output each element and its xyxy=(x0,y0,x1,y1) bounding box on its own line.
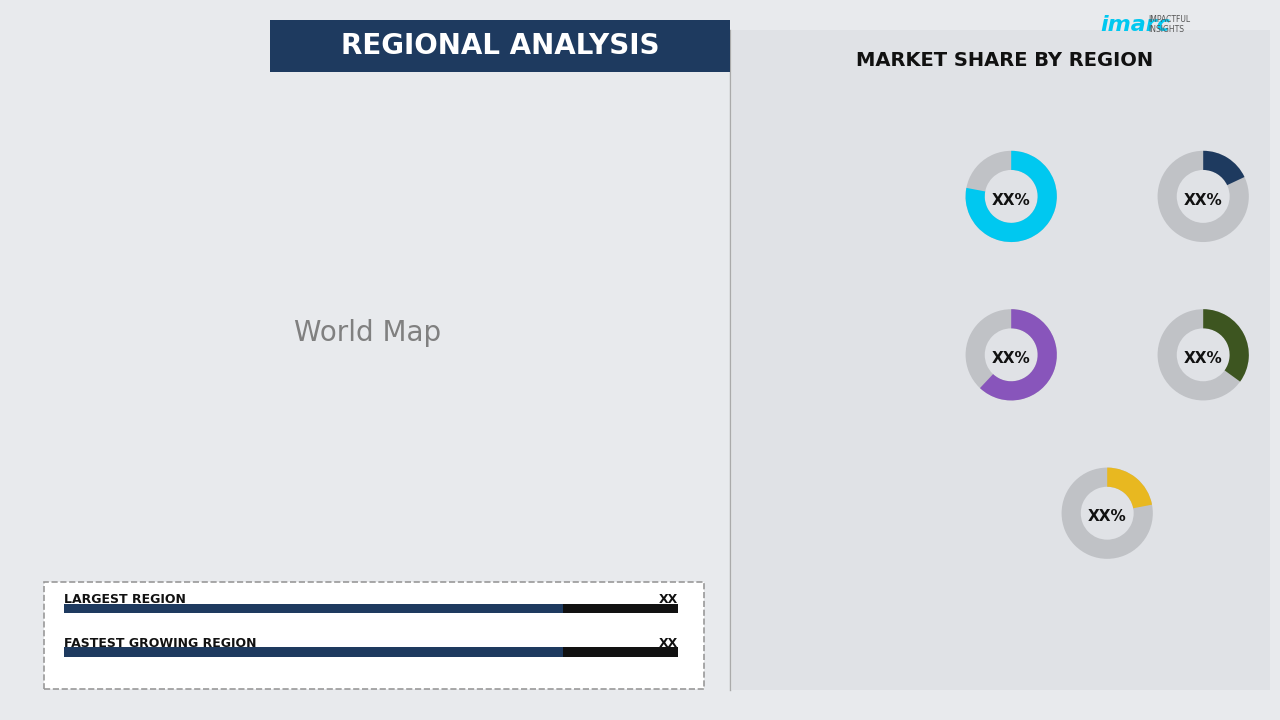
Wedge shape xyxy=(1203,309,1249,382)
Text: LARGEST REGION: LARGEST REGION xyxy=(64,593,186,606)
FancyBboxPatch shape xyxy=(64,603,563,613)
Text: FASTEST GROWING REGION: FASTEST GROWING REGION xyxy=(64,637,256,650)
Text: XX: XX xyxy=(659,593,678,606)
Text: REGIONAL ANALYSIS: REGIONAL ANALYSIS xyxy=(340,32,659,60)
Text: XX%: XX% xyxy=(1184,192,1222,207)
FancyBboxPatch shape xyxy=(270,20,730,72)
Text: XX%: XX% xyxy=(992,192,1030,207)
Text: XX%: XX% xyxy=(1184,351,1222,366)
Wedge shape xyxy=(980,309,1057,400)
FancyBboxPatch shape xyxy=(44,582,704,689)
Text: XX%: XX% xyxy=(992,351,1030,366)
Wedge shape xyxy=(1157,150,1249,242)
Wedge shape xyxy=(1107,467,1152,508)
Wedge shape xyxy=(1157,309,1249,400)
Wedge shape xyxy=(965,150,1057,242)
Text: World Map: World Map xyxy=(294,320,442,348)
Text: INSIGHTS: INSIGHTS xyxy=(1148,25,1184,35)
Text: XX%: XX% xyxy=(1088,509,1126,524)
FancyBboxPatch shape xyxy=(64,603,678,613)
Text: MARKET SHARE BY REGION: MARKET SHARE BY REGION xyxy=(856,50,1153,70)
FancyBboxPatch shape xyxy=(64,647,563,657)
FancyBboxPatch shape xyxy=(732,30,1270,690)
Wedge shape xyxy=(1061,467,1153,559)
FancyBboxPatch shape xyxy=(64,647,678,657)
Wedge shape xyxy=(965,309,1057,400)
Wedge shape xyxy=(965,150,1057,242)
Text: imarc: imarc xyxy=(1100,15,1170,35)
Text: IMPACTFUL: IMPACTFUL xyxy=(1148,16,1190,24)
Text: XX: XX xyxy=(659,637,678,650)
Wedge shape xyxy=(1203,150,1244,185)
